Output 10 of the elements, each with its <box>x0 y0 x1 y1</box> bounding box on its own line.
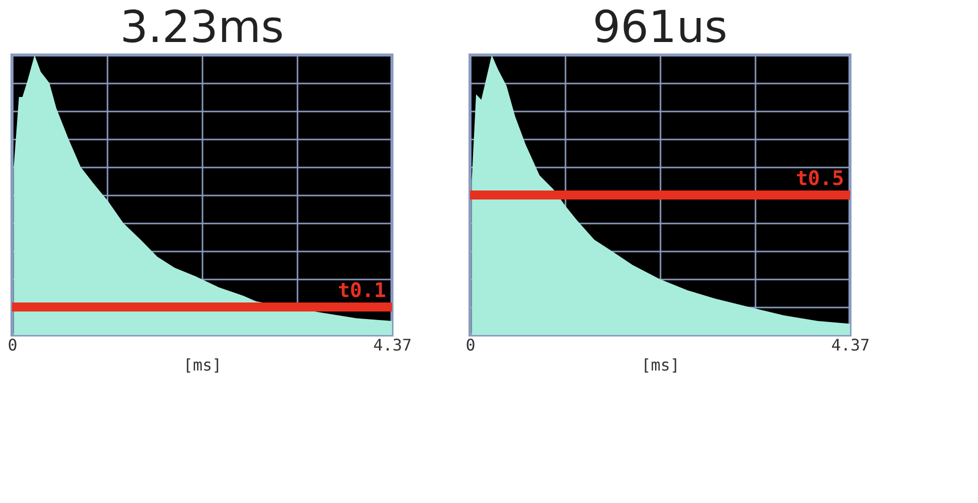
ref-line-label: t0.1 <box>338 278 386 302</box>
chart-title: 3.23ms <box>120 2 284 53</box>
x-axis-title: [ms] <box>641 356 680 374</box>
x-tick-label: 0 <box>466 336 476 354</box>
x-tick-label: 0 <box>8 336 18 354</box>
x-tick-label: 4.37 <box>831 336 870 354</box>
x-axis-title: [ms] <box>183 356 222 374</box>
chart-title: 961us <box>592 2 728 53</box>
ref-line-label: t0.5 <box>796 166 844 190</box>
x-tick-label: 4.37 <box>373 336 412 354</box>
